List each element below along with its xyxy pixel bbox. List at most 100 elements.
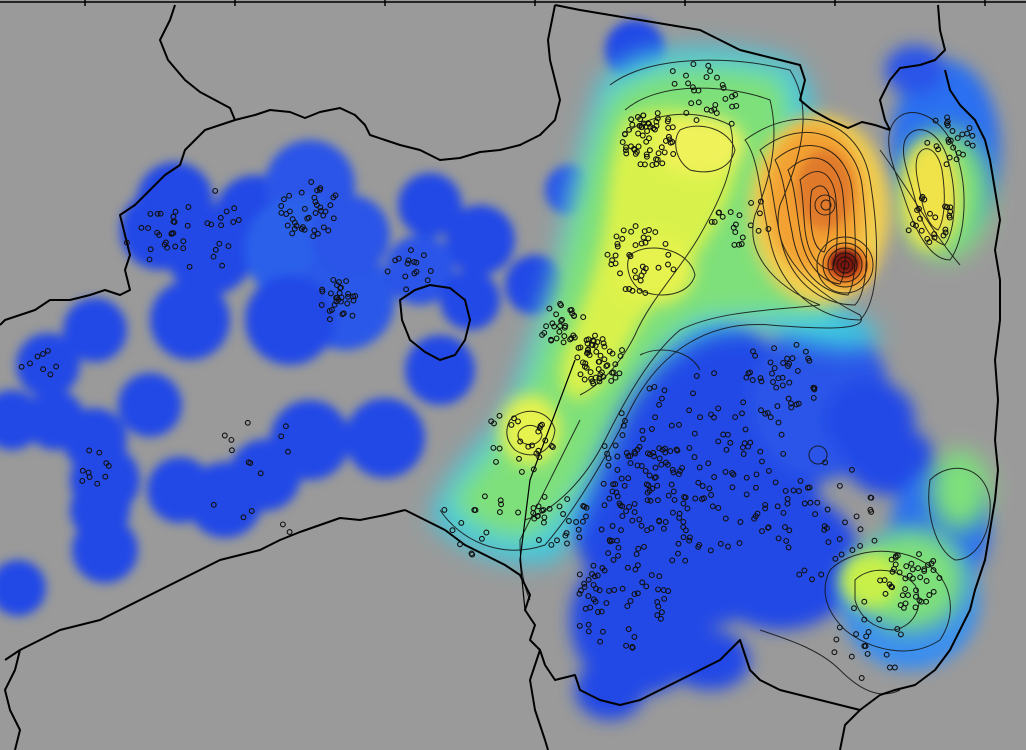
station-marker (764, 409, 771, 416)
station-marker (216, 240, 223, 247)
station-marker (595, 609, 601, 615)
station-marker (857, 526, 864, 533)
station-marker (330, 276, 337, 283)
border-north-east (554, 4, 813, 111)
station-marker (515, 418, 521, 425)
station-marker (646, 135, 652, 142)
station-marker (779, 374, 786, 381)
station-marker (809, 576, 815, 583)
station-marker (609, 523, 616, 529)
station-marker (605, 455, 612, 462)
station-marker (563, 530, 570, 537)
station-marker (147, 246, 154, 253)
station-marker (560, 511, 567, 517)
station-marker (591, 573, 598, 580)
station-marker (623, 144, 629, 151)
station-marker (580, 503, 587, 509)
station-marker (693, 117, 700, 124)
station-marker (648, 426, 655, 432)
station-marker (627, 453, 634, 459)
station-marker (646, 227, 652, 233)
station-marker (691, 454, 698, 461)
station-marker (753, 471, 760, 478)
station-marker (771, 365, 778, 372)
station-marker (570, 332, 577, 339)
station-marker (654, 156, 661, 163)
station-marker (615, 544, 622, 551)
station-marker (636, 287, 643, 294)
station-marker (692, 495, 699, 502)
station-marker (531, 515, 538, 522)
station-marker (775, 375, 782, 382)
station-marker (617, 353, 624, 359)
station-marker (281, 196, 287, 203)
station-marker (913, 222, 919, 229)
station-marker (328, 306, 335, 313)
station-marker (575, 344, 582, 351)
station-marker (943, 161, 950, 168)
station-marker (102, 473, 109, 480)
station-marker (931, 234, 938, 241)
station-marker (705, 62, 712, 69)
station-marker (774, 403, 781, 410)
station-marker (762, 501, 769, 508)
station-marker (40, 350, 46, 357)
station-marker (656, 573, 663, 580)
station-marker (651, 474, 658, 481)
station-marker (624, 564, 631, 571)
station-marker (755, 227, 762, 234)
station-marker (705, 460, 712, 467)
station-marker (659, 160, 666, 167)
station-marker (212, 187, 219, 194)
station-marker (244, 419, 251, 426)
station-marker (517, 438, 524, 445)
station-marker (147, 210, 154, 217)
station-marker (648, 572, 655, 579)
station-marker (656, 401, 663, 408)
station-marker (564, 496, 571, 503)
station-marker (629, 121, 636, 128)
station-marker (247, 460, 254, 467)
station-marker (607, 538, 614, 545)
station-marker (612, 442, 619, 449)
station-marker (964, 140, 971, 147)
station-marker (457, 541, 463, 548)
station-marker (298, 189, 305, 196)
station-marker (138, 224, 145, 231)
station-marker (643, 583, 650, 590)
station-marker (742, 426, 749, 433)
station-marker (868, 508, 875, 515)
station-marker (345, 293, 352, 300)
station-marker (861, 598, 868, 605)
station-marker (656, 455, 663, 462)
station-marker (85, 469, 92, 476)
station-marker (675, 471, 682, 478)
station-marker (619, 139, 626, 146)
station-marker (711, 474, 718, 480)
station-marker (671, 80, 678, 87)
station-marker (542, 437, 549, 444)
station-marker (658, 461, 665, 468)
region-borders (0, 4, 1001, 750)
station-marker (27, 360, 33, 367)
station-marker (675, 540, 682, 547)
station-marker (568, 306, 575, 313)
station-marker (156, 232, 163, 238)
station-marker (632, 274, 639, 281)
station-marker (595, 366, 602, 373)
station-marker (170, 230, 177, 237)
station-marker (709, 503, 716, 510)
station-marker (231, 205, 238, 212)
station-marker (441, 506, 448, 513)
station-marker (637, 161, 644, 168)
station-marker (793, 341, 800, 348)
station-marker (719, 213, 726, 220)
station-marker (629, 517, 636, 524)
station-marker (654, 612, 661, 619)
station-marker (651, 383, 658, 390)
station-marker (775, 535, 782, 542)
station-marker (836, 536, 843, 543)
station-marker (603, 363, 610, 370)
station-marker (581, 584, 588, 590)
